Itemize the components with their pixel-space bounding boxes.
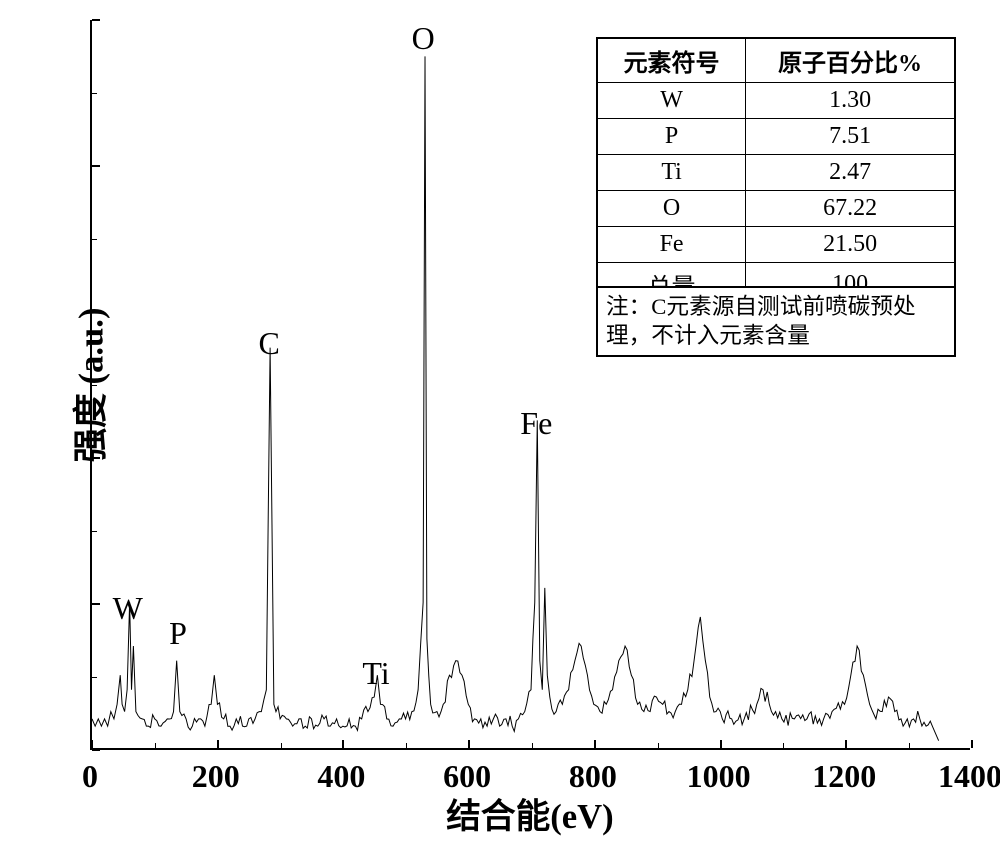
x-tick bbox=[594, 740, 596, 748]
peak-label-c: C bbox=[258, 325, 279, 362]
x-tick bbox=[720, 740, 722, 748]
y-tick bbox=[92, 165, 100, 167]
y-tick bbox=[92, 457, 100, 459]
x-subtick bbox=[406, 743, 407, 748]
table-row: Fe21.50 bbox=[597, 227, 955, 263]
x-tick bbox=[845, 740, 847, 748]
x-tick-label: 200 bbox=[192, 758, 240, 795]
x-subtick bbox=[532, 743, 533, 748]
x-tick-label: 600 bbox=[443, 758, 491, 795]
x-tick-label: 0 bbox=[82, 758, 98, 795]
table-row: W1.30 bbox=[597, 83, 955, 119]
table-cell: P bbox=[597, 119, 746, 155]
peak-label-ti: Ti bbox=[362, 655, 389, 692]
peak-label-p: P bbox=[169, 615, 187, 652]
x-subtick bbox=[783, 743, 784, 748]
table-cell: W bbox=[597, 83, 746, 119]
table-cell: 7.51 bbox=[746, 119, 955, 155]
x-subtick bbox=[909, 743, 910, 748]
x-tick bbox=[342, 740, 344, 748]
y-subtick bbox=[92, 677, 97, 678]
x-tick-label: 800 bbox=[569, 758, 617, 795]
table-row: O67.22 bbox=[597, 191, 955, 227]
table-row: Ti2.47 bbox=[597, 155, 955, 191]
table-header-percent: 原子百分比% bbox=[746, 38, 955, 83]
element-table: 元素符号 原子百分比% W1.30P7.51Ti2.47O67.22Fe21.5… bbox=[596, 37, 956, 308]
y-subtick bbox=[92, 93, 97, 94]
x-tick-label: 1400 bbox=[938, 758, 1000, 795]
table-cell: Fe bbox=[597, 227, 746, 263]
table-cell: 21.50 bbox=[746, 227, 955, 263]
x-subtick bbox=[281, 743, 282, 748]
table-cell: 2.47 bbox=[746, 155, 955, 191]
y-tick bbox=[92, 603, 100, 605]
y-subtick bbox=[92, 531, 97, 532]
x-subtick bbox=[658, 743, 659, 748]
x-tick-label: 1200 bbox=[812, 758, 876, 795]
table-cell: 67.22 bbox=[746, 191, 955, 227]
y-tick bbox=[92, 749, 100, 751]
table-cell: 1.30 bbox=[746, 83, 955, 119]
peak-label-w: W bbox=[113, 590, 143, 627]
eds-spectrum-chart: 强度 (a.u.) 结合能(eV) 元素符号 原子百分比% W1.30P7.51… bbox=[0, 0, 1000, 843]
x-tick bbox=[91, 740, 93, 748]
x-subtick bbox=[155, 743, 156, 748]
x-axis-label: 结合能(eV) bbox=[446, 788, 613, 838]
y-subtick bbox=[92, 239, 97, 240]
x-tick bbox=[217, 740, 219, 748]
table-note: 注：C元素源自测试前喷碳预处理，不计入元素含量 bbox=[596, 286, 956, 357]
peak-label-fe: Fe bbox=[520, 405, 552, 442]
table-header-element: 元素符号 bbox=[597, 38, 746, 83]
x-tick-label: 400 bbox=[317, 758, 365, 795]
y-tick bbox=[92, 19, 100, 21]
table-cell: O bbox=[597, 191, 746, 227]
x-tick-label: 1000 bbox=[687, 758, 751, 795]
y-tick bbox=[92, 311, 100, 313]
x-tick bbox=[468, 740, 470, 748]
table-cell: Ti bbox=[597, 155, 746, 191]
peak-label-o: O bbox=[412, 20, 435, 57]
x-tick bbox=[971, 740, 973, 748]
y-subtick bbox=[92, 385, 97, 386]
table-row: P7.51 bbox=[597, 119, 955, 155]
